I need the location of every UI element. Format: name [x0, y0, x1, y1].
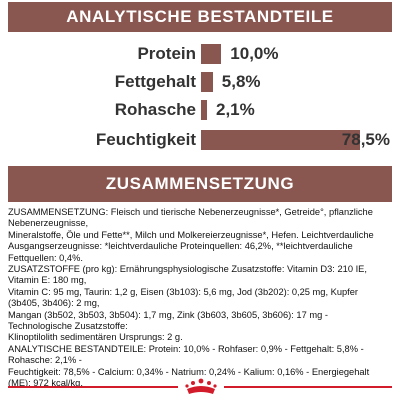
analysis-row-ash: Rohasche 2,1%	[8, 96, 392, 124]
analysis-value: 10,0%	[230, 44, 279, 63]
analysis-row-moisture: Feuchtigkeit 78,5%	[8, 126, 392, 154]
analysis-row-fat: Fettgehalt 5,8%	[8, 68, 392, 96]
analysis-label: Feuchtigkeit	[95, 130, 196, 149]
analysis-title: ANALYTISCHE BESTANDTEILE	[8, 2, 392, 32]
analysis-value: 5,8%	[221, 72, 261, 91]
footer-line-left	[8, 386, 178, 388]
royal-canin-crown-icon	[185, 378, 217, 394]
composition-title: ZUSAMMENSETZUNG	[8, 166, 392, 202]
analysis-bar	[201, 72, 213, 92]
composition-text: ZUSAMMENSETZUNG: Fleisch und tierische N…	[8, 207, 374, 389]
footer-line-right	[224, 386, 392, 388]
analysis-label: Rohasche	[114, 100, 196, 119]
analysis-value: 2,1%	[216, 100, 255, 119]
analysis-row-protein: Protein 10,0%	[8, 40, 392, 68]
analysis-value: 78,5%	[341, 130, 390, 149]
analysis-bar	[201, 100, 207, 120]
analysis-label: Fettgehalt	[114, 72, 196, 91]
analysis-bar	[201, 44, 222, 64]
analysis-rows: Protein 10,0% Fettgehalt 5,8% Rohasche 2…	[8, 38, 392, 158]
analysis-label: Protein	[137, 44, 196, 63]
analysis-bar	[201, 130, 361, 150]
